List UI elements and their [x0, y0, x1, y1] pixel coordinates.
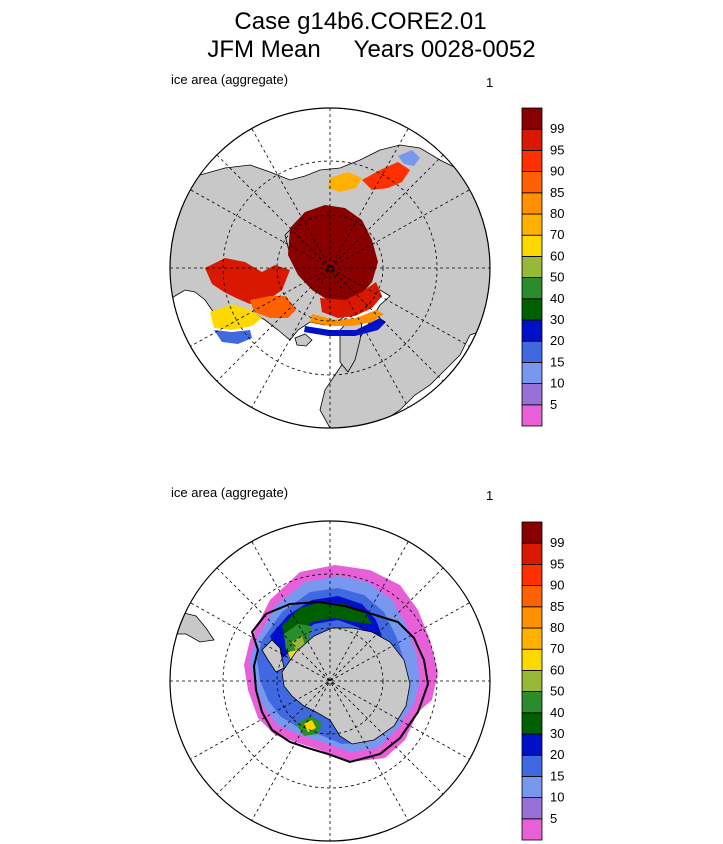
south-colorbar-label: 50 [550, 684, 564, 699]
south-colorbar-label: 20 [550, 747, 564, 762]
south-colorbar-box [521, 627, 543, 650]
south-observed-ice-edge [250, 600, 430, 764]
south-colorbar-box [521, 606, 543, 629]
north-colorbar-label: 95 [550, 142, 564, 157]
north-colorbar-box [521, 234, 543, 257]
north-colorbar-label: 85 [550, 185, 564, 200]
south-colorbar-box [521, 733, 543, 756]
south-colorbar-box [521, 521, 543, 544]
south-colorbar-box [521, 754, 543, 777]
south-panel-number: 1 [486, 488, 494, 503]
north-ice-labrador-edge [210, 304, 262, 330]
north-ice-hudson [205, 258, 290, 304]
north-map-border [169, 107, 491, 429]
north-colorbar-box [521, 171, 543, 194]
north-colorbar-box [521, 213, 543, 236]
south-colorbar-label: 5 [550, 811, 557, 826]
north-polar-map [169, 107, 491, 429]
north-colorbar-box [521, 383, 543, 406]
north-colorbar-box [521, 149, 543, 172]
north-ice-margin-lower [304, 318, 386, 336]
north-colorbar-label: 40 [550, 291, 564, 306]
south-polar-map [169, 520, 491, 842]
north-colorbar-label: 99 [550, 121, 564, 136]
south-colorbar-label: 80 [550, 620, 564, 635]
north-colorbar-label: 60 [550, 248, 564, 263]
south-colorbar-label: 85 [550, 599, 564, 614]
north-colorbar-label: 80 [550, 206, 564, 221]
north-ice-bering [362, 162, 410, 190]
south-colorbar-label: 15 [550, 768, 564, 783]
north-colorbar-label: 30 [550, 312, 564, 327]
north-ice-bering-edge [398, 150, 420, 166]
south-colorbar-box [521, 776, 543, 799]
south-colorbar-box [521, 542, 543, 565]
north-ice-okhotsk [328, 172, 362, 192]
south-colorbar-box [521, 670, 543, 693]
north-colorbar-label: 10 [550, 376, 564, 391]
south-colorbar-label: 30 [550, 726, 564, 741]
south-colorbar-box [521, 797, 543, 820]
south-colorbar-box [521, 691, 543, 714]
north-colorbar-label: 70 [550, 227, 564, 242]
figure-title-line1: Case g14b6.CORE2.01 [234, 8, 487, 35]
south-colorbar-label: 90 [550, 578, 564, 593]
south-map-border [169, 520, 491, 842]
south-ice-ross-core [304, 720, 316, 732]
south-colorbar-label: 10 [550, 790, 564, 805]
north-land-iceland [294, 333, 313, 347]
south-land-peninsula [261, 639, 285, 673]
south-colorbar-label: 60 [550, 662, 564, 677]
north-colorbar-box [521, 128, 543, 151]
south-colorbar-label: 70 [550, 641, 564, 656]
south-colorbar-box [521, 564, 543, 587]
south-colorbar-box [521, 585, 543, 608]
north-ice-gulf-stlawrence [214, 330, 252, 344]
north-ice-labrador [250, 296, 296, 318]
north-colorbar-label: 50 [550, 270, 564, 285]
north-colorbar-box [521, 298, 543, 321]
south-colorbar: 99 95 90 85 80 70 60 50 40 30 20 15 10 5 [521, 521, 564, 841]
north-colorbar-label: 15 [550, 354, 564, 369]
north-colorbar-box [521, 192, 543, 215]
south-colorbar-label: 99 [550, 535, 564, 550]
north-panel-label: ice area (aggregate) [171, 72, 289, 87]
north-colorbar-box [521, 107, 543, 130]
south-colorbar-box [521, 712, 543, 735]
south-colorbar-box [521, 648, 543, 671]
north-colorbar-box [521, 361, 543, 384]
north-colorbar-label: 20 [550, 333, 564, 348]
north-colorbar-label: 90 [550, 164, 564, 179]
north-colorbar-box [521, 319, 543, 342]
south-colorbar-label: 95 [550, 556, 564, 571]
north-colorbar-box [521, 340, 543, 363]
north-ice-edge-lower [310, 310, 384, 326]
figure-title-line2: JFM Mean Years 0028-0052 [207, 36, 536, 63]
north-colorbar-box [521, 277, 543, 300]
south-colorbar-label: 40 [550, 705, 564, 720]
north-colorbar: 99 95 90 85 80 70 60 50 40 30 20 15 10 5 [521, 107, 564, 427]
north-ice-fringe-lower [320, 282, 382, 318]
north-colorbar-box [521, 255, 543, 278]
south-colorbar-box [521, 818, 543, 841]
south-panel-label: ice area (aggregate) [171, 485, 289, 500]
north-colorbar-label: 5 [550, 397, 557, 412]
south-ice-weddell-40 [282, 602, 372, 646]
north-colorbar-box [521, 404, 543, 427]
north-panel-number: 1 [486, 75, 494, 90]
